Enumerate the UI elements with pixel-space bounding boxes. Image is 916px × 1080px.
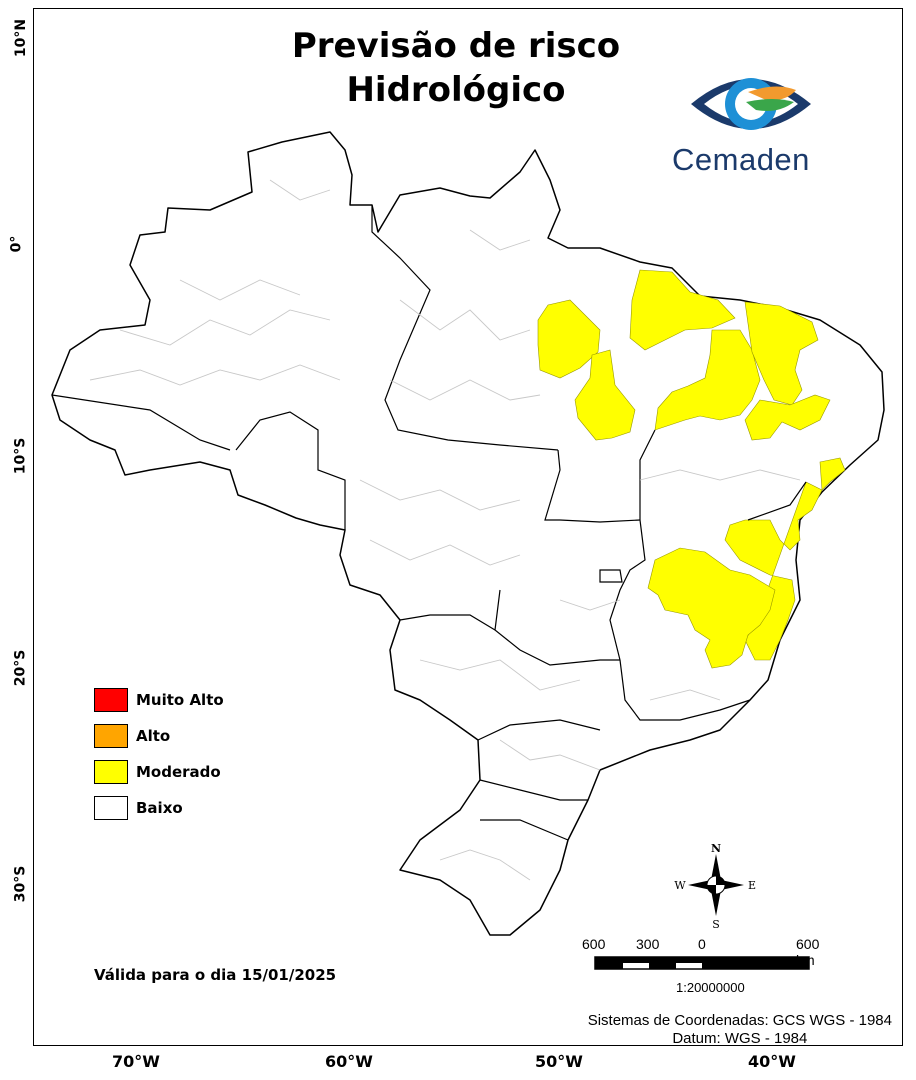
- title-line-1: Previsão de risco: [291, 26, 621, 66]
- legend-swatch: [94, 796, 128, 820]
- north-arrow-icon: N S W E: [674, 842, 756, 930]
- legend-swatch: [94, 688, 128, 712]
- crs-line-1: Sistemas de Coordenadas: GCS WGS - 1984: [587, 1012, 892, 1029]
- cemaden-logo-text: Cemaden: [672, 142, 810, 177]
- valid-date-text: Válida para o dia 15/01/2025: [94, 966, 337, 984]
- lat-label: 10°N: [13, 18, 30, 58]
- moderate-risk-areas: [537, 269, 846, 669]
- legend-label: Alto: [136, 727, 171, 745]
- legend-swatch: [94, 724, 128, 748]
- legend-label: Moderado: [136, 763, 221, 781]
- scale-label: 600: [582, 936, 606, 952]
- lat-label: 20°S: [12, 649, 29, 687]
- compass-w: W: [674, 879, 686, 892]
- map-title: Previsão de risco Hidrológico: [256, 24, 656, 112]
- lon-label: 40°W: [748, 1052, 796, 1071]
- crs-info: Sistemas de Coordenadas: GCS WGS - 1984 …: [588, 1012, 892, 1048]
- scale-label: 0: [698, 936, 706, 952]
- lat-label: 30°S: [12, 865, 29, 903]
- cemaden-eye-icon: [691, 78, 811, 130]
- scale-bar: [594, 956, 810, 970]
- scale-label: 300: [636, 936, 660, 952]
- scale-ratio: 1:20000000: [676, 980, 745, 995]
- compass-s: S: [712, 918, 720, 930]
- lon-label: 60°W: [325, 1052, 373, 1071]
- legend-label: Muito Alto: [136, 691, 224, 709]
- title-line-2: Hidrológico: [346, 70, 566, 110]
- crs-line-2: Datum: WGS - 1984: [672, 1030, 808, 1047]
- legend-item-moderado: Moderado: [94, 754, 224, 790]
- legend: Muito Alto Alto Moderado Baixo: [94, 682, 224, 826]
- lon-label: 70°W: [112, 1052, 160, 1071]
- scale-labels: 600 300 0 600 km: [580, 936, 840, 968]
- compass-e: E: [748, 879, 756, 892]
- compass-n: N: [711, 842, 721, 855]
- legend-swatch: [94, 760, 128, 784]
- lat-label: 10°S: [12, 437, 29, 475]
- legend-item-alto: Alto: [94, 718, 224, 754]
- basin-borders: [89, 179, 801, 881]
- map-frame: [33, 8, 903, 1046]
- legend-item-muito-alto: Muito Alto: [94, 682, 224, 718]
- legend-item-baixo: Baixo: [94, 790, 224, 826]
- legend-label: Baixo: [136, 799, 183, 817]
- lat-label: 0°: [8, 235, 25, 253]
- state-borders: [51, 205, 807, 841]
- lon-label: 50°W: [535, 1052, 583, 1071]
